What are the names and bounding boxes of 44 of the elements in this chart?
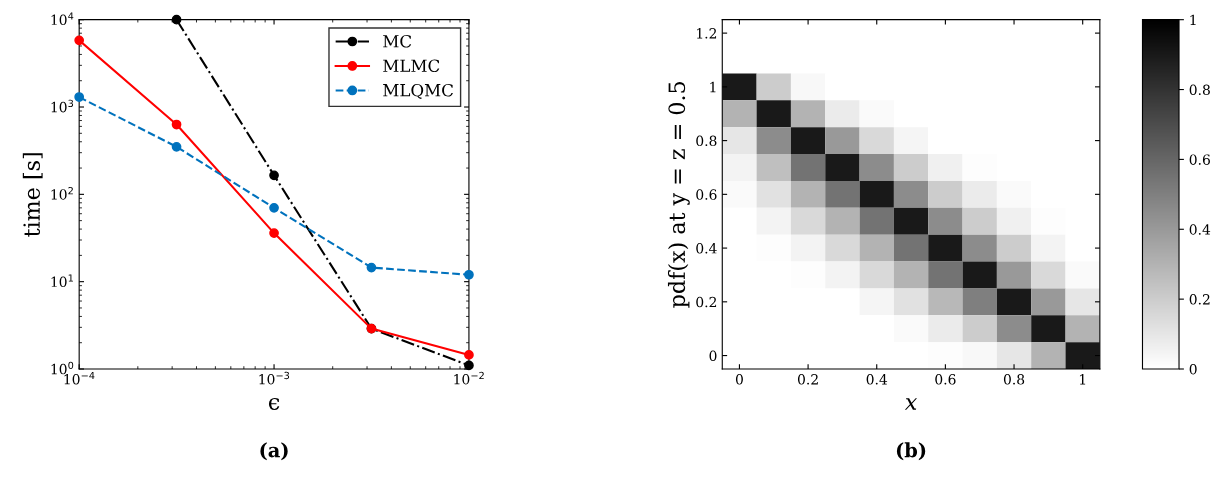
x-axis-title: x [904,398,918,410]
color-bar-label: 0.8 [1189,84,1210,96]
y-tick-label: 1 [710,81,716,93]
legend-label: MLMC [383,59,440,73]
y-tick-label: 0 [709,350,717,362]
x-tick-label: 0.8 [1003,374,1025,385]
y-tick-label: 10$^{2}$ [51,186,73,200]
x-axis-title: ϵ [268,397,280,411]
x-tick-label: 0 [735,374,743,385]
y-tick-label: 0.6 [696,189,717,200]
color-bar-label: 1 [1190,14,1196,25]
y-tick-label: 0.4 [696,243,717,254]
point [464,269,474,280]
text: (a) [260,442,288,461]
y-tick-label: 0.8 [696,135,717,147]
y-tick-label: 10$^{4}$ [51,12,74,26]
y-tick-label: 10$^{1}$ [51,274,73,288]
y-tick-label: 0.2 [696,296,717,308]
text: (b) [896,442,926,461]
point [74,92,85,102]
point [171,141,182,152]
y-axis-title: pdf(x) at y = z = 0.5 [667,82,690,308]
point [171,119,182,130]
y-tick-label: 10$^{3}$ [51,99,74,113]
y-axis-title: time [s] [22,153,43,237]
point [366,262,377,273]
y-tick-label: 1.2 [697,28,717,39]
x-tick-label: 10$^{−2}$ [454,371,484,385]
x-tick-label: 10$^{−3}$ [259,371,290,385]
x-tick-label: 0.4 [866,374,888,385]
point [269,203,279,213]
point [464,350,474,360]
point [269,228,279,238]
y-tick-label: 10$^{0}$ [51,361,74,375]
legend-label: MLQMC [383,83,453,99]
legend-label: MC [383,34,412,48]
color-bar-label: 0.2 [1189,294,1210,305]
point [74,35,85,46]
x-tick-label: 0.6 [935,374,956,385]
x-tick-label: 0.2 [797,374,818,385]
color-bar-label: 0 [1189,363,1197,375]
color-bar-label: 0.6 [1189,154,1210,165]
color-bar-label: 0.4 [1189,224,1211,235]
x-tick-label: 1 [1079,374,1086,385]
